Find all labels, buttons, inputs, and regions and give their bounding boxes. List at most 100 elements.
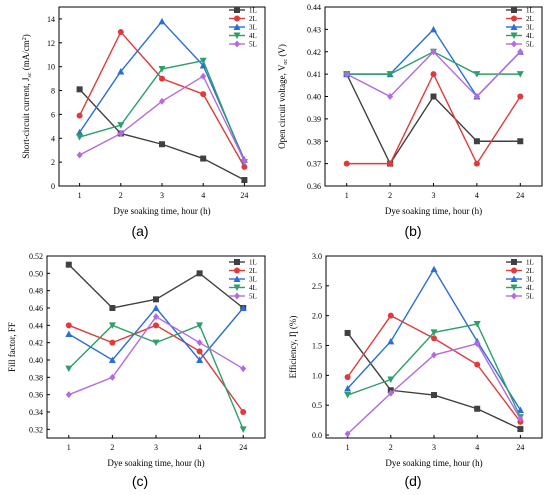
legend-marker — [510, 284, 518, 291]
x-tick-label: 3 — [160, 191, 164, 200]
legend-label: 1L — [526, 259, 534, 267]
data-point — [153, 313, 159, 321]
data-point — [196, 322, 204, 329]
legend-label: 4L — [526, 284, 534, 292]
series-3L — [76, 17, 248, 163]
y-tick-label: 0.34 — [29, 408, 43, 417]
legend-marker — [234, 40, 240, 48]
y-tick-label: 14 — [47, 15, 55, 24]
series-1L — [344, 329, 524, 433]
data-point — [344, 392, 352, 399]
y-tick-label: 0.39 — [307, 115, 321, 124]
plot-frame — [46, 255, 266, 439]
legend-marker — [511, 15, 517, 22]
data-point — [240, 365, 247, 373]
y-tick-label: 8 — [51, 87, 55, 96]
x-tick-label: 1 — [78, 191, 82, 200]
legend-marker — [511, 40, 517, 48]
data-point — [473, 321, 481, 328]
data-point — [117, 122, 125, 129]
series-5L — [76, 72, 248, 165]
y-tick-label: 0.5 — [312, 401, 322, 410]
data-point — [239, 426, 247, 433]
data-point — [76, 128, 84, 136]
legend-label: 2L — [249, 15, 257, 23]
data-point — [344, 374, 351, 381]
legend-marker — [511, 267, 517, 274]
data-point — [473, 138, 480, 145]
data-point — [200, 155, 207, 162]
legend-label: 5L — [526, 41, 534, 49]
y-tick-label: 0.48 — [29, 287, 43, 296]
data-point — [430, 93, 437, 100]
x-tick-label: 1 — [345, 191, 349, 200]
data-point — [387, 312, 394, 319]
legend-label: 4L — [526, 32, 534, 40]
legend-marker — [234, 292, 240, 300]
panel-label: (c) — [132, 473, 148, 489]
data-point — [159, 97, 165, 105]
data-point — [117, 67, 125, 75]
legend-label: 5L — [249, 41, 257, 49]
y-tick-label: 0.44 — [307, 3, 321, 12]
x-tick-label: 3 — [154, 443, 158, 452]
series-line — [79, 75, 246, 162]
y-tick-label: 10 — [47, 63, 55, 72]
legend-label: 2L — [526, 267, 534, 275]
data-point — [76, 134, 84, 141]
legend-marker — [511, 7, 517, 13]
y-tick-label: 0.42 — [307, 48, 321, 57]
y-tick-label: 0.38 — [307, 137, 321, 146]
y-tick-label: 0.41 — [307, 70, 321, 79]
y-tick-label: 0.32 — [29, 425, 43, 434]
x-axis-label: Dye soaking time, hour (h) — [113, 206, 210, 216]
x-tick-label: 4 — [475, 443, 479, 452]
data-point — [109, 339, 116, 346]
legend-label: 5L — [249, 293, 257, 301]
series-5L — [344, 340, 524, 438]
data-point — [65, 261, 72, 268]
series-2L — [343, 71, 524, 167]
legend-marker — [234, 15, 240, 22]
data-point — [430, 25, 437, 33]
legend-label: 3L — [526, 24, 534, 32]
data-point — [430, 329, 438, 336]
data-point — [517, 48, 524, 56]
series-line — [79, 20, 246, 161]
x-tick-label: 24 — [516, 443, 524, 452]
y-tick-label: 0.52 — [29, 252, 43, 261]
x-tick-label: 4 — [201, 191, 205, 200]
y-tick-label: 0.36 — [307, 182, 321, 191]
data-point — [158, 17, 166, 25]
x-tick-label: 2 — [389, 443, 393, 452]
data-point — [76, 151, 83, 159]
data-point — [109, 305, 116, 311]
data-point — [344, 430, 351, 438]
y-tick-label: 0.36 — [29, 391, 43, 400]
data-point — [153, 296, 159, 303]
data-point — [240, 409, 247, 415]
data-point — [196, 270, 203, 277]
data-point — [430, 265, 438, 273]
data-point — [387, 376, 395, 384]
data-point — [159, 75, 165, 82]
legend-label: 2L — [249, 267, 257, 275]
data-point — [196, 356, 204, 363]
series-3L — [344, 265, 524, 413]
data-point — [196, 339, 203, 347]
legend-marker — [510, 32, 518, 39]
legend-label: 4L — [249, 32, 257, 40]
data-point — [344, 384, 352, 392]
data-point — [65, 330, 73, 337]
series-3L — [343, 25, 524, 100]
y-tick-label: 0.44 — [29, 321, 43, 330]
legend-marker — [233, 32, 241, 39]
data-point — [196, 348, 203, 355]
data-point — [431, 335, 437, 342]
series-5L — [65, 313, 247, 399]
